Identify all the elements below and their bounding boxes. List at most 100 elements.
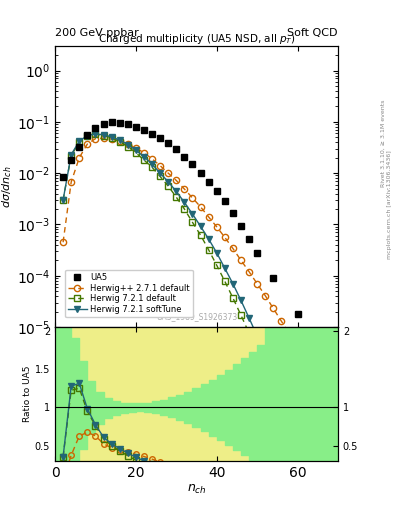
Herwig 7.2.1 default [271, 385, 275, 391]
Line: Herwig++ 2.7.1 default: Herwig++ 2.7.1 default [60, 135, 333, 408]
UA5 [271, 274, 275, 281]
UA5 [222, 199, 227, 205]
UA5 [327, 362, 332, 368]
UA5 [166, 140, 171, 146]
Herwig++ 2.7.1 default [198, 204, 203, 210]
Herwig 7.2.1 softTune [222, 265, 227, 271]
Herwig++ 2.7.1 default [101, 135, 106, 141]
Herwig++ 2.7.1 default [150, 156, 154, 162]
UA5 [125, 121, 130, 127]
Herwig 7.2.1 softTune [287, 412, 292, 418]
Herwig 7.2.1 softTune [69, 152, 73, 158]
Herwig++ 2.7.1 default [166, 170, 171, 176]
UA5 [214, 188, 219, 195]
Herwig 7.2.1 default [101, 133, 106, 139]
X-axis label: $n_{ch}$: $n_{ch}$ [187, 482, 206, 496]
UA5 [255, 250, 259, 256]
Herwig 7.2.1 default [134, 150, 138, 156]
Herwig 7.2.1 default [125, 143, 130, 150]
UA5 [61, 174, 66, 180]
UA5 [134, 123, 138, 130]
Herwig++ 2.7.1 default [263, 292, 268, 298]
Herwig++ 2.7.1 default [109, 136, 114, 142]
Herwig++ 2.7.1 default [214, 224, 219, 230]
Herwig 7.2.1 default [295, 442, 300, 448]
Herwig++ 2.7.1 default [206, 214, 211, 220]
Herwig 7.2.1 softTune [85, 133, 90, 139]
Herwig 7.2.1 default [118, 139, 122, 145]
Herwig++ 2.7.1 default [311, 371, 316, 377]
UA5 [174, 146, 179, 153]
Herwig 7.2.1 default [279, 403, 284, 410]
UA5 [109, 119, 114, 125]
Herwig++ 2.7.1 default [158, 163, 162, 169]
Herwig 7.2.1 softTune [101, 132, 106, 138]
Herwig 7.2.1 default [150, 164, 154, 170]
Herwig++ 2.7.1 default [303, 358, 308, 364]
Text: UA5_1989_S1926373: UA5_1989_S1926373 [156, 312, 237, 322]
Herwig 7.2.1 softTune [263, 352, 268, 358]
Herwig 7.2.1 default [263, 366, 268, 372]
UA5 [141, 126, 146, 133]
Herwig++ 2.7.1 default [327, 402, 332, 408]
Herwig 7.2.1 softTune [182, 199, 187, 205]
Herwig 7.2.1 default [214, 262, 219, 268]
Herwig 7.2.1 softTune [134, 147, 138, 153]
UA5 [182, 154, 187, 160]
Title: Charged multiplicity (UA5 NSD, all $p_{T}$): Charged multiplicity (UA5 NSD, all $p_{T… [98, 32, 295, 46]
Herwig 7.2.1 softTune [150, 161, 154, 167]
Text: 200 GeV ppbar: 200 GeV ppbar [55, 28, 139, 38]
Herwig 7.2.1 softTune [118, 137, 122, 143]
Herwig 7.2.1 softTune [158, 170, 162, 176]
Herwig 7.2.1 default [166, 183, 171, 189]
UA5 [198, 170, 203, 176]
Herwig 7.2.1 default [206, 247, 211, 253]
Herwig 7.2.1 default [141, 157, 146, 163]
Herwig 7.2.1 default [93, 131, 98, 137]
Herwig++ 2.7.1 default [174, 177, 179, 183]
UA5 [295, 311, 300, 317]
UA5 [101, 121, 106, 127]
Text: Soft QCD: Soft QCD [288, 28, 338, 38]
UA5 [239, 223, 243, 229]
Herwig 7.2.1 softTune [125, 141, 130, 147]
Herwig 7.2.1 softTune [295, 434, 300, 440]
Herwig 7.2.1 default [303, 461, 308, 467]
Herwig 7.2.1 default [158, 174, 162, 180]
Line: Herwig 7.2.1 default: Herwig 7.2.1 default [60, 131, 317, 486]
Herwig 7.2.1 default [61, 197, 66, 203]
Text: mcplots.cern.ch [arXiv:1306.3436]: mcplots.cern.ch [arXiv:1306.3436] [387, 151, 391, 259]
Herwig 7.2.1 softTune [247, 315, 252, 321]
Herwig 7.2.1 softTune [198, 223, 203, 229]
Herwig++ 2.7.1 default [141, 150, 146, 156]
Herwig++ 2.7.1 default [239, 257, 243, 263]
Herwig++ 2.7.1 default [134, 145, 138, 151]
UA5 [231, 209, 235, 216]
Y-axis label: $d\sigma/dn_{ch}$: $d\sigma/dn_{ch}$ [0, 165, 14, 208]
UA5 [206, 179, 211, 185]
Herwig 7.2.1 softTune [93, 131, 98, 137]
Herwig++ 2.7.1 default [231, 245, 235, 251]
Line: UA5: UA5 [60, 119, 333, 368]
UA5 [150, 131, 154, 137]
UA5 [93, 125, 98, 131]
Line: Herwig 7.2.1 softTune: Herwig 7.2.1 softTune [60, 131, 301, 440]
Herwig++ 2.7.1 default [271, 305, 275, 311]
Herwig 7.2.1 default [182, 206, 187, 212]
Herwig 7.2.1 default [222, 278, 227, 284]
Herwig 7.2.1 default [174, 194, 179, 200]
Herwig 7.2.1 softTune [255, 333, 259, 339]
Herwig 7.2.1 softTune [166, 179, 171, 185]
Herwig 7.2.1 softTune [61, 197, 66, 203]
Herwig 7.2.1 default [231, 295, 235, 301]
Herwig++ 2.7.1 default [77, 155, 82, 161]
Herwig 7.2.1 softTune [109, 134, 114, 140]
Herwig++ 2.7.1 default [295, 345, 300, 351]
Herwig++ 2.7.1 default [222, 234, 227, 241]
Herwig 7.2.1 softTune [279, 392, 284, 398]
UA5 [118, 120, 122, 126]
Herwig 7.2.1 default [198, 232, 203, 238]
Herwig 7.2.1 default [69, 153, 73, 159]
Herwig++ 2.7.1 default [287, 331, 292, 337]
UA5 [69, 157, 73, 163]
